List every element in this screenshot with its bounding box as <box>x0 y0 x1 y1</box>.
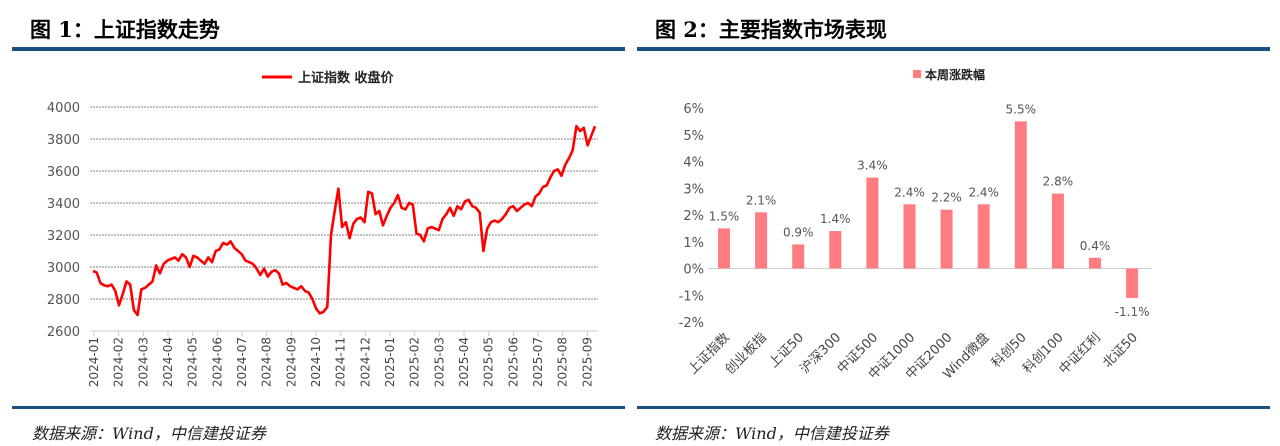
y-tick-label: 0% <box>683 263 704 278</box>
x-tick-label: 2025-01 <box>383 337 397 387</box>
data-label: 2.2% <box>931 191 962 205</box>
y-tick-label: 6% <box>683 102 704 117</box>
legend-label: 本周涨跌幅 <box>925 67 985 82</box>
y-tick-label: 2% <box>683 209 704 224</box>
legend-swatch <box>913 70 921 78</box>
line-chart: 上证指数 收盘价 2600 2800 3000 3200 3400 3600 3800 4000… <box>47 70 598 387</box>
data-label: 1.4% <box>820 212 851 226</box>
y-tick-label: 3200 <box>47 229 80 244</box>
bar-1 <box>755 212 768 269</box>
bar-9 <box>1051 193 1064 269</box>
x-tick-label: 2024-06 <box>210 337 224 387</box>
y-tick-label: 3800 <box>47 133 80 148</box>
title-rule-2 <box>637 47 1270 51</box>
bar-10 <box>1089 257 1101 269</box>
data-label: 0.4% <box>1080 239 1111 253</box>
x-tick-label: 2025-02 <box>408 337 422 387</box>
y-tick-label: 3400 <box>47 197 80 212</box>
x-tick-label: 2024-05 <box>186 337 200 387</box>
bar-6 <box>940 209 953 269</box>
y-tick-label: 3% <box>683 182 704 197</box>
bar-2 <box>792 244 805 269</box>
y-tick-label: 5% <box>683 129 704 144</box>
legend-label: 上证指数 收盘价 <box>298 70 395 86</box>
bar-0 <box>718 228 730 269</box>
x-tick-label: 2024-01 <box>87 337 101 387</box>
bar-7 <box>977 204 990 269</box>
y-tick-label: 2800 <box>47 293 80 308</box>
title-rule-1 <box>12 47 625 51</box>
data-label: 5.5% <box>1006 102 1037 116</box>
data-label: 3.4% <box>857 159 888 173</box>
x-tick-label: 2024-11 <box>334 337 348 387</box>
data-label: 2.1% <box>746 193 777 207</box>
x-tick-label: 2025-06 <box>506 337 520 387</box>
y-tick-label: 4% <box>683 156 704 171</box>
data-label: 2.4% <box>968 185 999 199</box>
source-note-1: 数据来源：Wind，中信建投证券 <box>32 424 266 443</box>
x-tick-label: 2024-07 <box>235 337 249 387</box>
y-tick-label: 2600 <box>47 325 80 340</box>
x-tick-label: 北证50 <box>1100 330 1141 371</box>
x-tick-label: 2025-09 <box>580 337 594 387</box>
x-tick-label: 2024-03 <box>136 337 150 387</box>
data-label: 2.4% <box>894 185 925 199</box>
data-label: 1.5% <box>709 209 740 223</box>
bar-4 <box>866 177 879 269</box>
data-label: -1.1% <box>1115 305 1150 319</box>
y-tick-label: -1% <box>679 289 704 304</box>
x-tick-label: 2024-09 <box>284 337 298 387</box>
series-line-shanghai-composite <box>92 124 597 317</box>
x-tick-label: 创业板指 <box>723 330 770 377</box>
figure-1-title: 图 1：上证指数走势 <box>30 17 220 42</box>
data-label: 2.8% <box>1043 175 1074 189</box>
bottom-rule-2 <box>637 406 1270 409</box>
x-tick-label: 2024-08 <box>260 337 274 387</box>
y-tick-label: 3000 <box>47 261 80 276</box>
y-tick-label: 1% <box>683 236 704 251</box>
bottom-rule-1 <box>12 406 625 409</box>
x-tick-label: 2024-10 <box>309 337 323 387</box>
x-tick-label: 2024-04 <box>161 337 175 387</box>
y-tick-label: -2% <box>679 316 704 331</box>
y-tick-label: 3600 <box>47 165 80 180</box>
bar-chart: 本周涨跌幅-2%-1%0%1%2%3%4%5%6%1.5%上证指数2.1%创业板… <box>679 67 1152 383</box>
bar-3 <box>829 231 842 269</box>
x-tick-label: 2025-05 <box>482 337 496 387</box>
x-tick-label: 2025-04 <box>457 337 471 387</box>
x-tick-label: 2025-07 <box>531 337 545 387</box>
figure-2-title: 图 2：主要指数市场表现 <box>655 17 887 42</box>
x-tick-label: 2025-03 <box>432 337 446 387</box>
x-tick-label: 2024-12 <box>358 337 372 387</box>
x-tick-label: 2025-08 <box>556 337 570 387</box>
source-note-2: 数据来源：Wind，中信建投证券 <box>655 424 889 443</box>
data-label: 0.9% <box>783 225 814 239</box>
x-tick-label: 中证红利 <box>1056 330 1104 378</box>
bar-8 <box>1014 121 1027 269</box>
x-tick-label: 2024-02 <box>112 337 126 387</box>
bar-11 <box>1126 268 1139 298</box>
bar-5 <box>903 204 916 269</box>
y-tick-label: 4000 <box>47 101 80 116</box>
